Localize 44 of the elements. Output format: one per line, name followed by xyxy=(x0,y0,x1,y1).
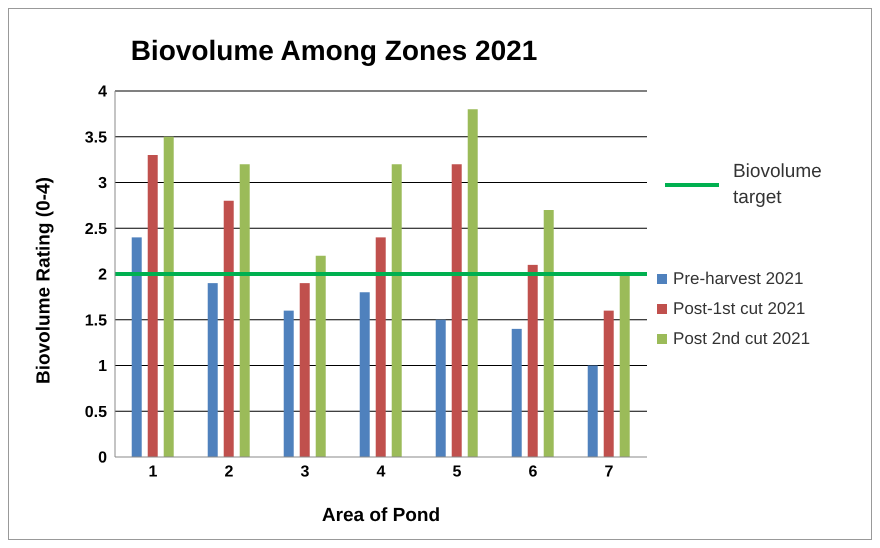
bar xyxy=(436,320,446,457)
bar xyxy=(164,136,174,457)
x-tick-label: 5 xyxy=(452,463,462,480)
legend-label: Pre-harvest 2021 xyxy=(673,269,804,289)
bar xyxy=(148,155,158,457)
x-axis-title: Area of Pond xyxy=(322,505,440,526)
y-tick-label: 3.5 xyxy=(84,129,108,146)
y-tick-label: 4 xyxy=(98,84,108,101)
x-tick-label: 4 xyxy=(376,463,386,480)
bar xyxy=(604,310,614,457)
bar xyxy=(132,237,142,457)
y-tick-label: 3 xyxy=(98,175,108,192)
legend-label: Post 2nd cut 2021 xyxy=(673,329,810,349)
legend-label: Post-1st cut 2021 xyxy=(673,299,806,319)
x-tick-label: 7 xyxy=(604,463,614,480)
y-tick-label: 0.5 xyxy=(84,404,108,421)
y-axis-title: Biovolume Rating (0-4) xyxy=(34,177,55,384)
bar xyxy=(392,164,402,457)
bar xyxy=(240,164,250,457)
x-tick-label: 3 xyxy=(300,463,310,480)
bar xyxy=(208,283,218,457)
bar xyxy=(224,200,234,457)
bar xyxy=(284,310,294,457)
bar xyxy=(588,366,598,457)
y-tick-label: 1.5 xyxy=(84,312,108,330)
bar xyxy=(300,283,310,457)
chart-title: Biovolume Among Zones 2021 xyxy=(130,35,538,67)
bar xyxy=(376,237,386,457)
bar xyxy=(468,109,478,457)
y-tick-label: 1 xyxy=(98,358,108,376)
x-tick-label: 6 xyxy=(528,463,538,480)
bar xyxy=(544,210,554,457)
bar xyxy=(316,256,326,457)
bar xyxy=(620,274,630,457)
bar xyxy=(360,292,370,457)
y-tick-label: 0 xyxy=(98,450,108,467)
x-tick-label: 1 xyxy=(148,463,158,480)
y-tick-label: 2.5 xyxy=(84,220,108,238)
legend-label: Biovolume target xyxy=(733,160,823,210)
y-tick-label: 2 xyxy=(98,266,108,284)
x-tick-label: 2 xyxy=(224,463,234,480)
bar xyxy=(452,164,462,457)
bar xyxy=(528,264,538,457)
bar xyxy=(512,328,522,457)
